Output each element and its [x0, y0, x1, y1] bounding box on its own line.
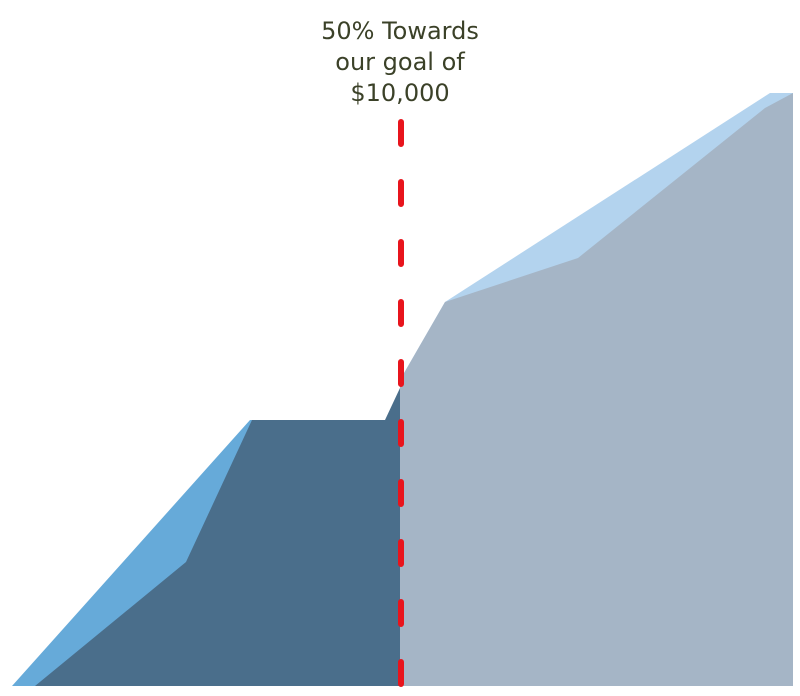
mountain-front-right — [400, 93, 793, 686]
mountain-front-left — [35, 388, 400, 686]
goal-label: $10,000 — [350, 79, 449, 107]
goal-label: 50% Towards — [321, 17, 479, 45]
goal-label: our goal of — [335, 48, 465, 76]
